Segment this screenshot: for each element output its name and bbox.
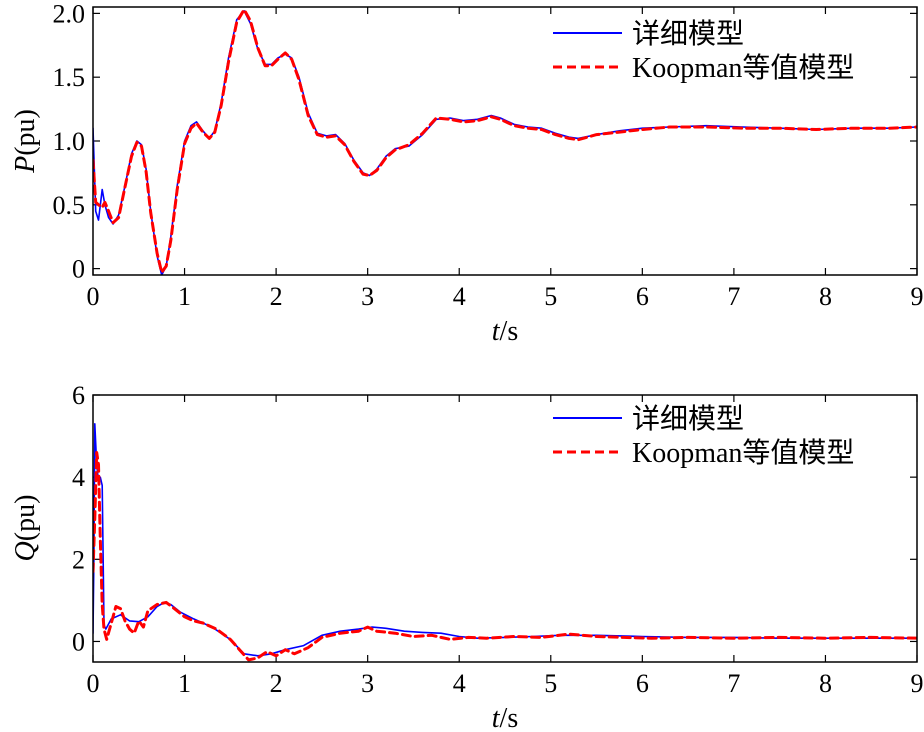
y-axis-label: P(pu) [10, 109, 41, 174]
x-tick-label: 8 [819, 282, 832, 311]
series-group [93, 422, 917, 662]
x-axis-label: t/s [492, 703, 518, 732]
x-axis-label: t/s [492, 316, 518, 347]
x-axis-label-var: t [492, 316, 501, 347]
x-tick-label: 5 [544, 669, 557, 698]
y-tick-label: 1.0 [53, 127, 86, 156]
y-axis-label-var: P [10, 156, 41, 174]
series-line-koopman [93, 451, 917, 662]
x-tick-label: 5 [544, 282, 557, 311]
x-tick-label: 0 [87, 669, 100, 698]
legend-label-detailed: 详细模型 [632, 18, 744, 50]
y-axis-label-var: Q [10, 541, 41, 561]
legend: 详细模型 Koopman等值模型 [553, 18, 854, 84]
y-tick-labels: 0 2 4 6 [72, 381, 85, 656]
legend: 详细模型 Koopman等值模型 [553, 403, 854, 469]
x-tick-label: 2 [270, 669, 283, 698]
x-tick-label: 1 [178, 669, 191, 698]
y-tick-labels: 0 0.5 1.0 1.5 2.0 [53, 0, 86, 284]
y-tick-label: 2 [72, 545, 85, 574]
power-chart: 0 1 2 3 4 5 6 7 8 9 0 0.5 1.0 1.5 2.0 t/s P(pu) 详细模型 … [10, 0, 924, 347]
y-axis-label: Q(pu) [10, 495, 41, 562]
plot-frame [92, 394, 918, 663]
x-tick-label: 6 [636, 669, 649, 698]
y-tick-label: 0 [72, 255, 85, 284]
x-axis-label-var: t [492, 703, 501, 732]
x-tick-label: 0 [87, 282, 100, 311]
x-tick-labels: 0 1 2 3 4 5 6 7 8 9 [87, 282, 924, 311]
x-tick-label: 6 [636, 282, 649, 311]
axis-ticks [92, 7, 918, 275]
series-line-detailed [93, 10, 917, 275]
axis-ticks [92, 394, 918, 662]
series-line-koopman [93, 8, 917, 274]
legend-label-koopman: Koopman等值模型 [632, 52, 854, 84]
x-tick-label: 1 [178, 282, 191, 311]
y-tick-label: 0 [72, 627, 85, 656]
legend-label-detailed: 详细模型 [632, 403, 744, 435]
x-tick-labels: 0 1 2 3 4 5 6 7 8 9 [87, 669, 924, 698]
x-tick-label: 2 [270, 282, 283, 311]
x-axis-label-unit: /s [500, 703, 519, 732]
x-tick-label: 3 [361, 282, 374, 311]
x-tick-label: 3 [361, 669, 374, 698]
y-tick-label: 2.0 [53, 0, 86, 28]
legend-label-koopman: Koopman等值模型 [632, 437, 854, 469]
x-tick-label: 9 [911, 282, 924, 311]
series-group [93, 8, 917, 275]
y-tick-label: 1.5 [53, 63, 86, 92]
x-tick-label: 8 [819, 669, 832, 698]
y-axis-label-unit: (pu) [10, 109, 41, 156]
y-tick-label: 6 [72, 381, 85, 410]
x-tick-label: 9 [911, 669, 924, 698]
y-tick-label: 4 [72, 463, 85, 492]
reactive-power-chart: 0 1 2 3 4 5 6 7 8 9 0 2 4 6 t/s Q(pu) 详细模型 Koopman等值… [10, 381, 924, 732]
x-axis-label-unit: /s [500, 316, 519, 347]
x-tick-label: 4 [453, 282, 466, 311]
y-axis-label-unit: (pu) [10, 495, 41, 542]
plot-frame [92, 6, 918, 276]
x-tick-label: 7 [727, 282, 740, 311]
x-tick-label: 4 [453, 669, 466, 698]
x-tick-label: 7 [727, 669, 740, 698]
y-tick-label: 0.5 [53, 191, 86, 220]
